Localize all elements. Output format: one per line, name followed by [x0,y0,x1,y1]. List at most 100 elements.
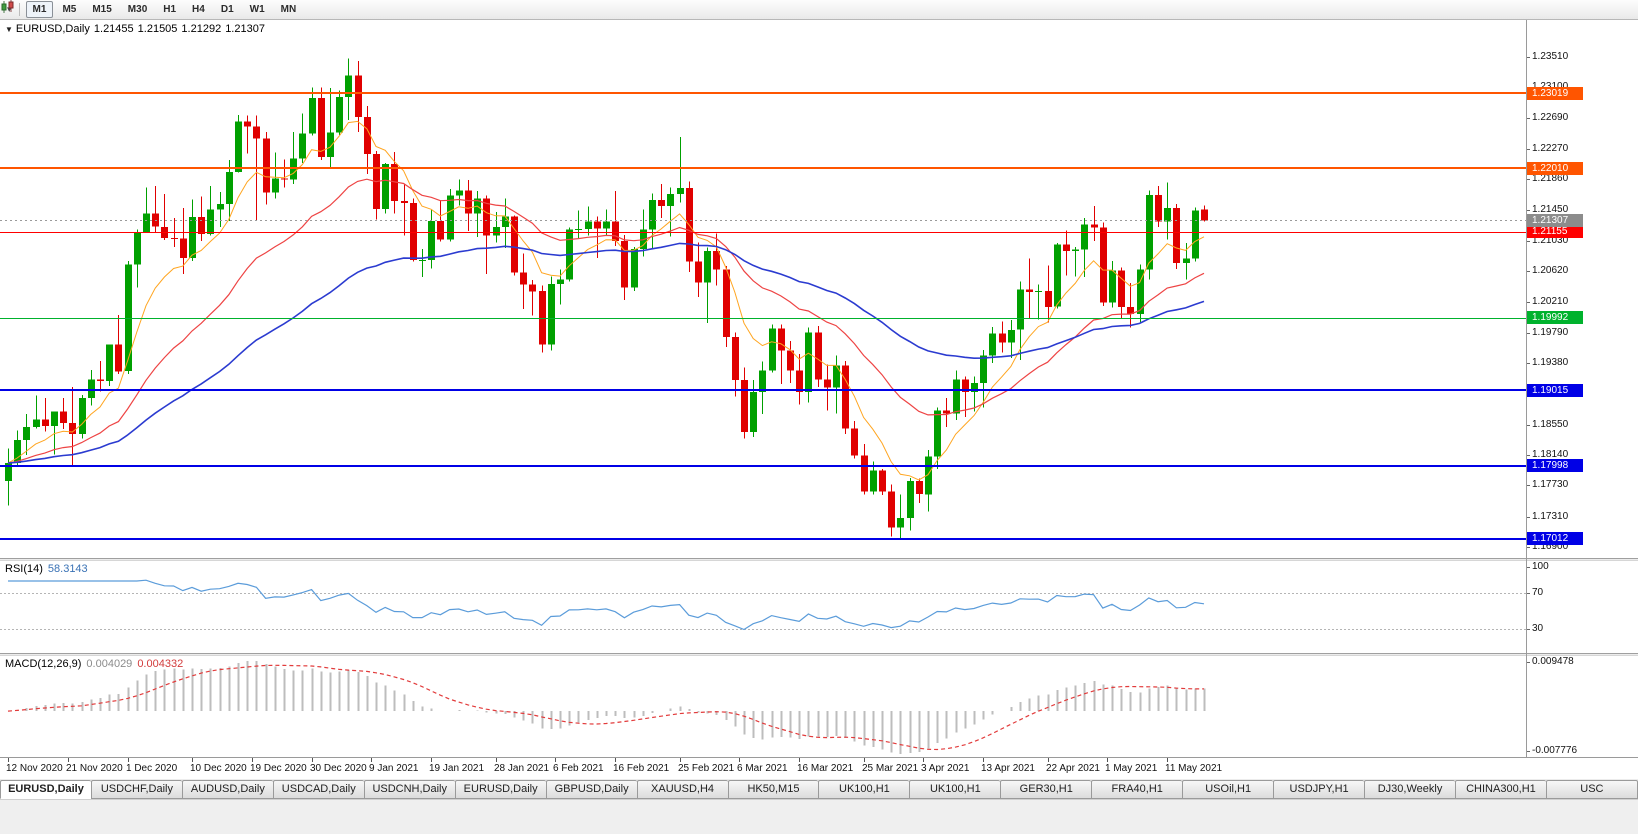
macd-signal-value: 0.004332 [137,658,184,670]
price-level-badge: 1.17012 [1527,532,1583,545]
axis-tick-mark [1526,547,1530,548]
chart-tab-usdjpy-h1[interactable]: USDJPY,H1 [1273,780,1365,799]
timeframe-button-d1[interactable]: D1 [220,4,234,15]
timeframe-button-h1[interactable]: H1 [163,4,177,15]
timeframe-button-m15[interactable]: M15 [92,4,112,15]
axis-tick-mark [1526,425,1530,426]
chart-tab-china300-h1[interactable]: CHINA300,H1 [1455,780,1546,799]
rsi-name: RSI(14) [5,563,43,575]
date-tick-mark [680,758,681,762]
chart-tab-usdcnh-daily[interactable]: USDCNH,Daily [363,780,455,799]
chart-tab-eurusd-daily[interactable]: EURUSD,Daily [454,780,546,799]
timeframe-button-m5[interactable]: M5 [62,4,77,15]
macd-chart-canvas[interactable] [0,656,1638,757]
date-tick-mark [8,758,9,762]
price-level-badge: 1.22010 [1527,162,1583,175]
rsi-panel[interactable]: RSI(14) 58.3143 100 70 30 [0,561,1638,653]
axis-tick-mark [1526,149,1530,150]
timeframe-button-m30[interactable]: M30 [127,4,148,15]
date-axis-label: 16 Feb 2021 [613,763,670,774]
timeframe-button-mn[interactable]: MN [280,4,297,15]
chart-tab-hk50-m15[interactable]: HK50,M15 [727,780,819,799]
price-axis[interactable]: 1.23510 1.23100 1.22690 1.22270 1.21860 1.214… [1526,20,1638,558]
chart-ohlc-title: ▼ EURUSD,Daily 1.21455 1.21505 1.21292 1.2130… [5,23,265,35]
chart-type-button[interactable]: ▾ [1,0,14,18]
chart-tab-fra40-h1[interactable]: FRA40,H1 [1091,780,1183,799]
date-axis-label: 6 Feb 2021 [553,763,604,774]
axis-tick-mark [1526,517,1530,518]
rsi-value: 58.3143 [47,563,88,575]
axis-label: 1.18550 [1532,419,1569,430]
price-axis-separator [1526,20,1527,757]
date-tick-mark [68,758,69,762]
date-axis-label: 1 Dec 2020 [126,763,178,774]
date-tick-mark [312,758,313,762]
date-tick-mark [923,758,924,762]
axis-tick-mark [1526,751,1530,752]
panel-splitter[interactable] [0,558,1638,561]
date-axis-label: 3 Apr 2021 [921,763,970,774]
chart-tab-gbpusd-daily[interactable]: GBPUSD,Daily [545,780,637,799]
axis-label: 1.16900 [1532,541,1569,552]
chart-tab-usc[interactable]: USC [1545,780,1638,799]
date-tick-mark [371,758,372,762]
axis-tick-mark [1526,662,1530,663]
price-level-badge: 1.19015 [1527,384,1583,397]
date-axis-label: 11 May 2021 [1165,763,1223,774]
date-axis[interactable]: 12 Nov 2020 21 Nov 2020 1 Dec 2020 10 Dec 2… [0,757,1638,779]
axis-tick-mark [1526,333,1530,334]
axis-tick-mark [1526,271,1530,272]
axis-tick-mark [1526,455,1530,456]
axis-label: 1.21450 [1532,204,1569,215]
axis-label: 30 [1532,623,1544,634]
date-tick-mark [799,758,800,762]
chart-tab-bar: EURUSD,Daily USDCHF,Daily AUDUSD,Daily USDC… [0,779,1638,799]
date-tick-mark [496,758,497,762]
axis-tick-mark [1526,567,1530,568]
ohlc-close-value: 1.21307 [225,23,265,35]
axis-label: 70 [1532,587,1544,598]
date-axis-label: 25 Mar 2021 [862,763,919,774]
axis-tick-mark [1526,210,1530,211]
toolbar-separator [18,3,20,16]
chart-tab-usdchf-daily[interactable]: USDCHF,Daily [90,780,182,799]
rsi-chart-canvas[interactable] [0,561,1638,653]
chart-window: ▼ EURUSD,Daily 1.21455 1.21505 1.21292 1.2130… [0,20,1638,779]
rsi-axis[interactable]: 100 70 30 [1526,561,1638,653]
timeframe-button-h4[interactable]: H4 [192,4,205,15]
macd-indicator-label: MACD(12,26,9) 0.004029 0.004332 [5,658,183,670]
timeframe-button-group: M1 M5 M15 M30 H1 H4 D1 W1 MN [25,1,305,18]
date-axis-label: 25 Feb 2021 [678,763,735,774]
chart-tab-dj30-weekly[interactable]: DJ30,Weekly [1364,780,1455,799]
date-tick-mark [739,758,740,762]
axis-label: 1.20620 [1532,265,1569,276]
ohlc-low-value: 1.21292 [181,23,222,35]
chart-tab-ger30-h1[interactable]: GER30,H1 [1000,780,1092,799]
axis-label: 1.21860 [1532,173,1569,184]
timeframe-button-m1[interactable]: M1 [25,1,54,18]
price-level-badge: 1.17998 [1527,459,1583,472]
chart-tab-uk100-h1[interactable]: UK100,H1 [818,780,910,799]
timeframe-button-w1[interactable]: W1 [249,4,265,15]
chart-tab-xauusd-h4[interactable]: XAUUSD,H4 [636,780,728,799]
price-panel[interactable]: ▼ EURUSD,Daily 1.21455 1.21505 1.21292 1.2130… [0,20,1638,558]
macd-axis[interactable]: 0.009478 -0.007776 [1526,656,1638,757]
macd-panel[interactable]: MACD(12,26,9) 0.004029 0.004332 0.009478 -0… [0,656,1638,757]
axis-tick-mark [1526,302,1530,303]
price-chart-canvas[interactable] [0,20,1638,558]
date-axis-label: 13 Apr 2021 [981,763,1035,774]
price-level-badge: 1.23019 [1527,87,1583,100]
chart-tab-usdcad-daily[interactable]: USDCAD,Daily [272,780,364,799]
chart-tab-audusd-daily[interactable]: AUDUSD,Daily [181,780,273,799]
axis-label: 1.19380 [1532,357,1569,368]
chart-tab-eurusd-daily[interactable]: EURUSD,Daily [0,780,91,799]
collapse-subwindow-icon[interactable]: ▼ [5,25,13,34]
axis-tick-mark [1526,179,1530,180]
date-axis-label: 10 Dec 2020 [190,763,247,774]
panel-splitter[interactable] [0,653,1638,656]
axis-label: 1.22270 [1532,143,1569,154]
chart-tab-usoil-h1[interactable]: USOil,H1 [1182,780,1274,799]
chart-tab-uk100-h1[interactable]: UK100,H1 [909,780,1001,799]
ohlc-open-value: 1.21455 [93,23,134,35]
candlestick-chart-icon [1,0,14,13]
